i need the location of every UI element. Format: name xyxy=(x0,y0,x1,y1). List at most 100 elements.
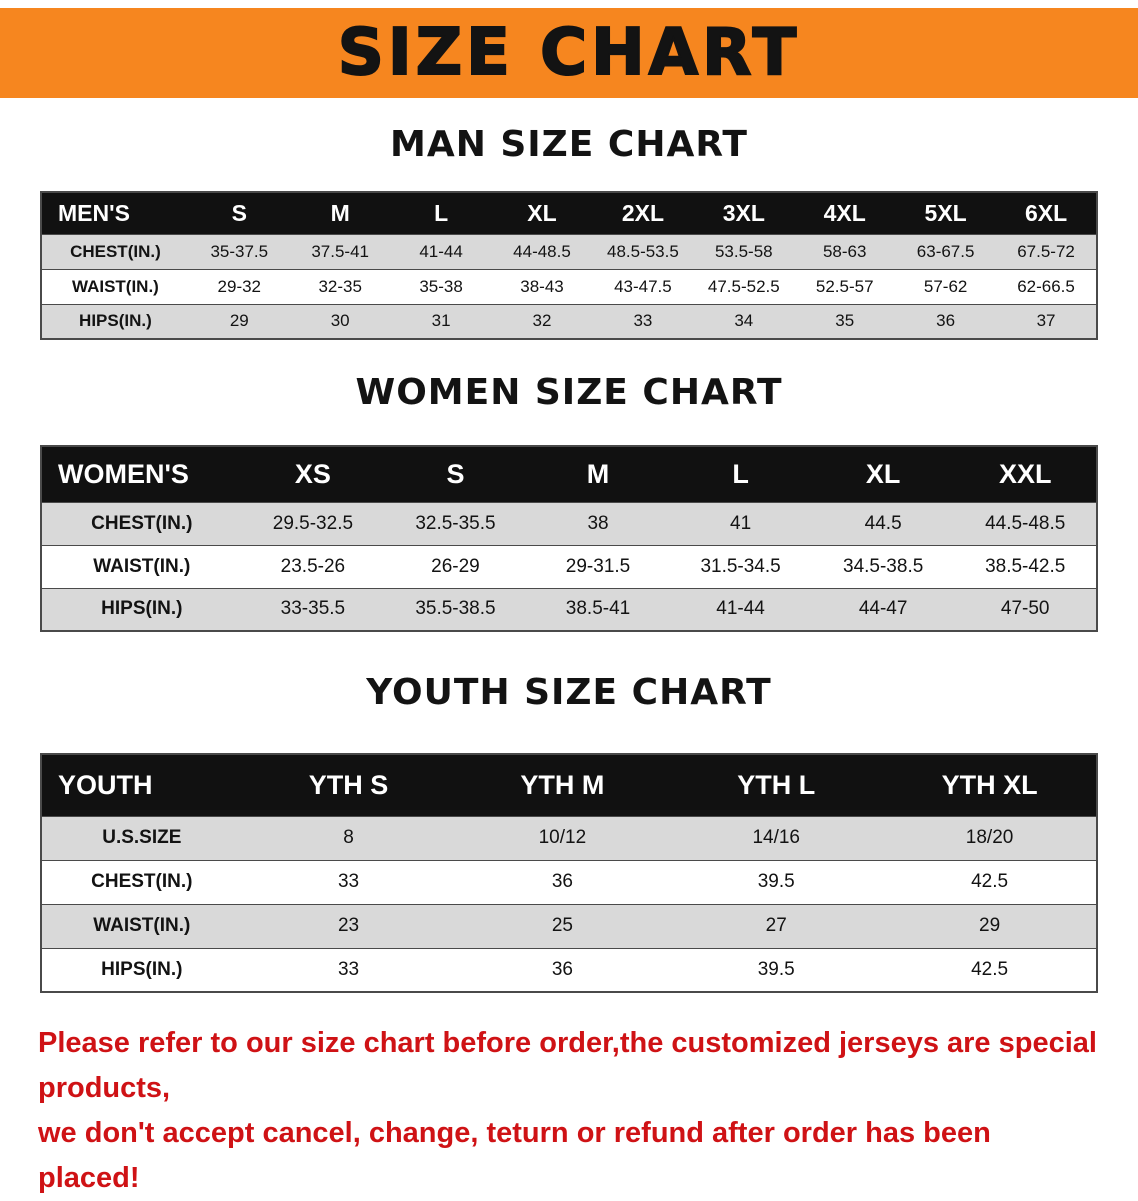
row-label: WAIST(IN.) xyxy=(93,915,191,936)
women-section-heading: WOMEN SIZE CHART xyxy=(355,372,783,413)
size-value-cell: 10/12 xyxy=(538,827,587,848)
table-row: CHEST(IN.) 35-37.5 37.5-41 41-44 44-48.5 48.5… xyxy=(41,234,1097,269)
row-label: CHEST(IN.) xyxy=(91,871,193,892)
size-value-cell: 38.5-41 xyxy=(565,598,631,620)
size-column-header: M xyxy=(586,458,610,489)
size-column-header: XL xyxy=(865,458,901,489)
table-row: WAIST(IN.) 23.5-26 26-29 29-31.5 31.5-34.5 34… xyxy=(41,545,1097,588)
size-column-header: M xyxy=(330,199,350,226)
size-value-cell: 35-37.5 xyxy=(210,241,269,261)
size-value-cell: 41-44 xyxy=(716,598,765,620)
size-column-header: L xyxy=(732,458,749,489)
size-value-cell: 26-29 xyxy=(431,555,480,577)
size-value-cell: 32.5-35.5 xyxy=(415,512,496,534)
size-value-cell: 18/20 xyxy=(965,827,1014,848)
size-value-cell: 37 xyxy=(1036,311,1056,331)
table-row: HIPS(IN.) 33-35.5 35.5-38.5 38.5-41 41-44 44-… xyxy=(41,588,1097,631)
size-value-cell: 34 xyxy=(734,311,754,331)
size-value-cell: 41-44 xyxy=(419,241,463,261)
size-value-cell: 29-32 xyxy=(217,276,262,296)
row-label: WAIST(IN.) xyxy=(93,555,191,577)
size-value-cell: 31 xyxy=(431,311,451,331)
size-value-cell: 23.5-26 xyxy=(280,555,346,577)
row-label: HIPS(IN.) xyxy=(101,958,183,980)
youth-size-table: YOUTH YTH S YTH M YTH L YTH XL U.S.SIZE 8 10/12… xyxy=(40,753,1098,993)
size-value-cell: 38-43 xyxy=(520,276,564,296)
table-row: CHEST(IN.) 29.5-32.5 32.5-35.5 38 41 44.5 44.5… xyxy=(41,502,1097,545)
row-label: HIPS(IN.) xyxy=(101,598,183,620)
size-value-cell: 58-63 xyxy=(822,241,867,261)
size-column-header: 3XL xyxy=(722,199,765,226)
size-value-cell: 38.5-42.5 xyxy=(985,555,1066,577)
size-value-cell: 35 xyxy=(835,311,855,331)
size-value-cell: 23 xyxy=(337,915,360,936)
size-column-header: XS xyxy=(294,458,331,489)
size-value-cell: 29-31.5 xyxy=(565,555,631,577)
size-column-header: YTH M xyxy=(520,769,605,800)
size-column-header: 2XL xyxy=(621,199,664,226)
size-value-cell: 44.5-48.5 xyxy=(985,512,1066,534)
size-value-cell: 37.5-41 xyxy=(311,241,370,261)
table-header-row: WOMEN'S XS S M L XL XXL xyxy=(41,446,1097,502)
size-column-header: 5XL xyxy=(924,199,967,226)
size-value-cell: 34.5-38.5 xyxy=(843,555,924,577)
size-value-cell: 36 xyxy=(936,311,956,331)
section-men: MAN SIZE CHART MEN'S S M L XL 2XL 3XL 4XL 5XL 6XL… xyxy=(0,124,1138,340)
size-value-cell: 31.5-34.5 xyxy=(700,555,781,577)
size-value-cell: 63-67.5 xyxy=(916,241,975,261)
size-value-cell: 36 xyxy=(551,958,573,980)
size-value-cell: 39.5 xyxy=(757,871,795,892)
size-column-header: YTH XL xyxy=(941,769,1038,800)
footer-disclaimer: Please refer to our size chart before or… xyxy=(0,1021,1138,1201)
size-value-cell: 52.5-57 xyxy=(815,276,874,296)
size-value-cell: 14/16 xyxy=(752,827,800,848)
size-column-header: 4XL xyxy=(823,199,866,226)
size-value-cell: 53.5-58 xyxy=(714,241,773,261)
size-value-cell: 67.5-72 xyxy=(1017,241,1075,261)
size-column-header: XL xyxy=(527,199,557,226)
row-label: CHEST(IN.) xyxy=(91,512,193,534)
table-row: HIPS(IN.) 33 36 39.5 42.5 xyxy=(41,948,1097,992)
size-value-cell: 33 xyxy=(337,871,360,892)
size-value-cell: 44-47 xyxy=(858,598,908,620)
size-column-header: XXL xyxy=(998,458,1052,489)
size-column-header: 6XL xyxy=(1024,199,1068,226)
banner: SIZE CHART xyxy=(0,8,1138,98)
size-value-cell: 35.5-38.5 xyxy=(415,598,496,620)
row-label: HIPS(IN.) xyxy=(79,311,152,331)
table-row: CHEST(IN.) 33 36 39.5 42.5 xyxy=(41,860,1097,904)
size-value-cell: 38 xyxy=(587,512,609,534)
row-label: CHEST(IN.) xyxy=(70,241,161,261)
size-value-cell: 33-35.5 xyxy=(280,598,346,620)
section-youth: YOUTH SIZE CHART YOUTH YTH S YTH M YTH L YTH… xyxy=(0,672,1138,993)
size-value-cell: 39.5 xyxy=(757,958,795,980)
row-label: WAIST(IN.) xyxy=(71,276,159,296)
size-value-cell: 62-66.5 xyxy=(1017,276,1075,296)
table-title-cell: WOMEN'S xyxy=(58,458,189,489)
size-column-header: S xyxy=(231,199,247,226)
size-value-cell: 8 xyxy=(343,827,354,848)
size-column-header: YTH L xyxy=(737,769,816,800)
disclaimer-line-1: Please refer to our size chart before or… xyxy=(38,1027,1097,1104)
size-value-cell: 27 xyxy=(765,915,787,936)
size-value-cell: 25 xyxy=(551,915,573,936)
size-value-cell: 29 xyxy=(229,311,249,331)
size-chart-page: SIZE CHART MAN SIZE CHART MEN'S S M L XL 2XL 3… xyxy=(0,8,1138,1201)
size-value-cell: 57-62 xyxy=(923,276,968,296)
table-title-cell: MEN'S xyxy=(58,199,130,226)
size-value-cell: 33 xyxy=(337,958,360,980)
section-women: WOMEN SIZE CHART WOMEN'S XS S M L XL XXL CHEST(… xyxy=(0,372,1138,632)
size-value-cell: 32-35 xyxy=(318,276,362,296)
size-value-cell: 42.5 xyxy=(971,871,1009,892)
table-header-row: YOUTH YTH S YTH M YTH L YTH XL xyxy=(41,754,1097,816)
table-row: WAIST(IN.) 23 25 27 29 xyxy=(41,904,1097,948)
size-value-cell: 36 xyxy=(551,871,573,892)
page-title: SIZE CHART xyxy=(337,15,801,91)
size-value-cell: 42.5 xyxy=(971,958,1009,980)
size-column-header: YTH S xyxy=(308,769,389,800)
women-size-table: WOMEN'S XS S M L XL XXL CHEST(IN.) 29.5-32.5 32.5… xyxy=(40,445,1098,632)
men-size-table: MEN'S S M L XL 2XL 3XL 4XL 5XL 6XL CHEST(IN.) 35-37… xyxy=(40,191,1098,340)
size-column-header: L xyxy=(434,199,449,226)
size-value-cell: 29.5-32.5 xyxy=(272,512,354,534)
size-value-cell: 32 xyxy=(532,311,552,331)
